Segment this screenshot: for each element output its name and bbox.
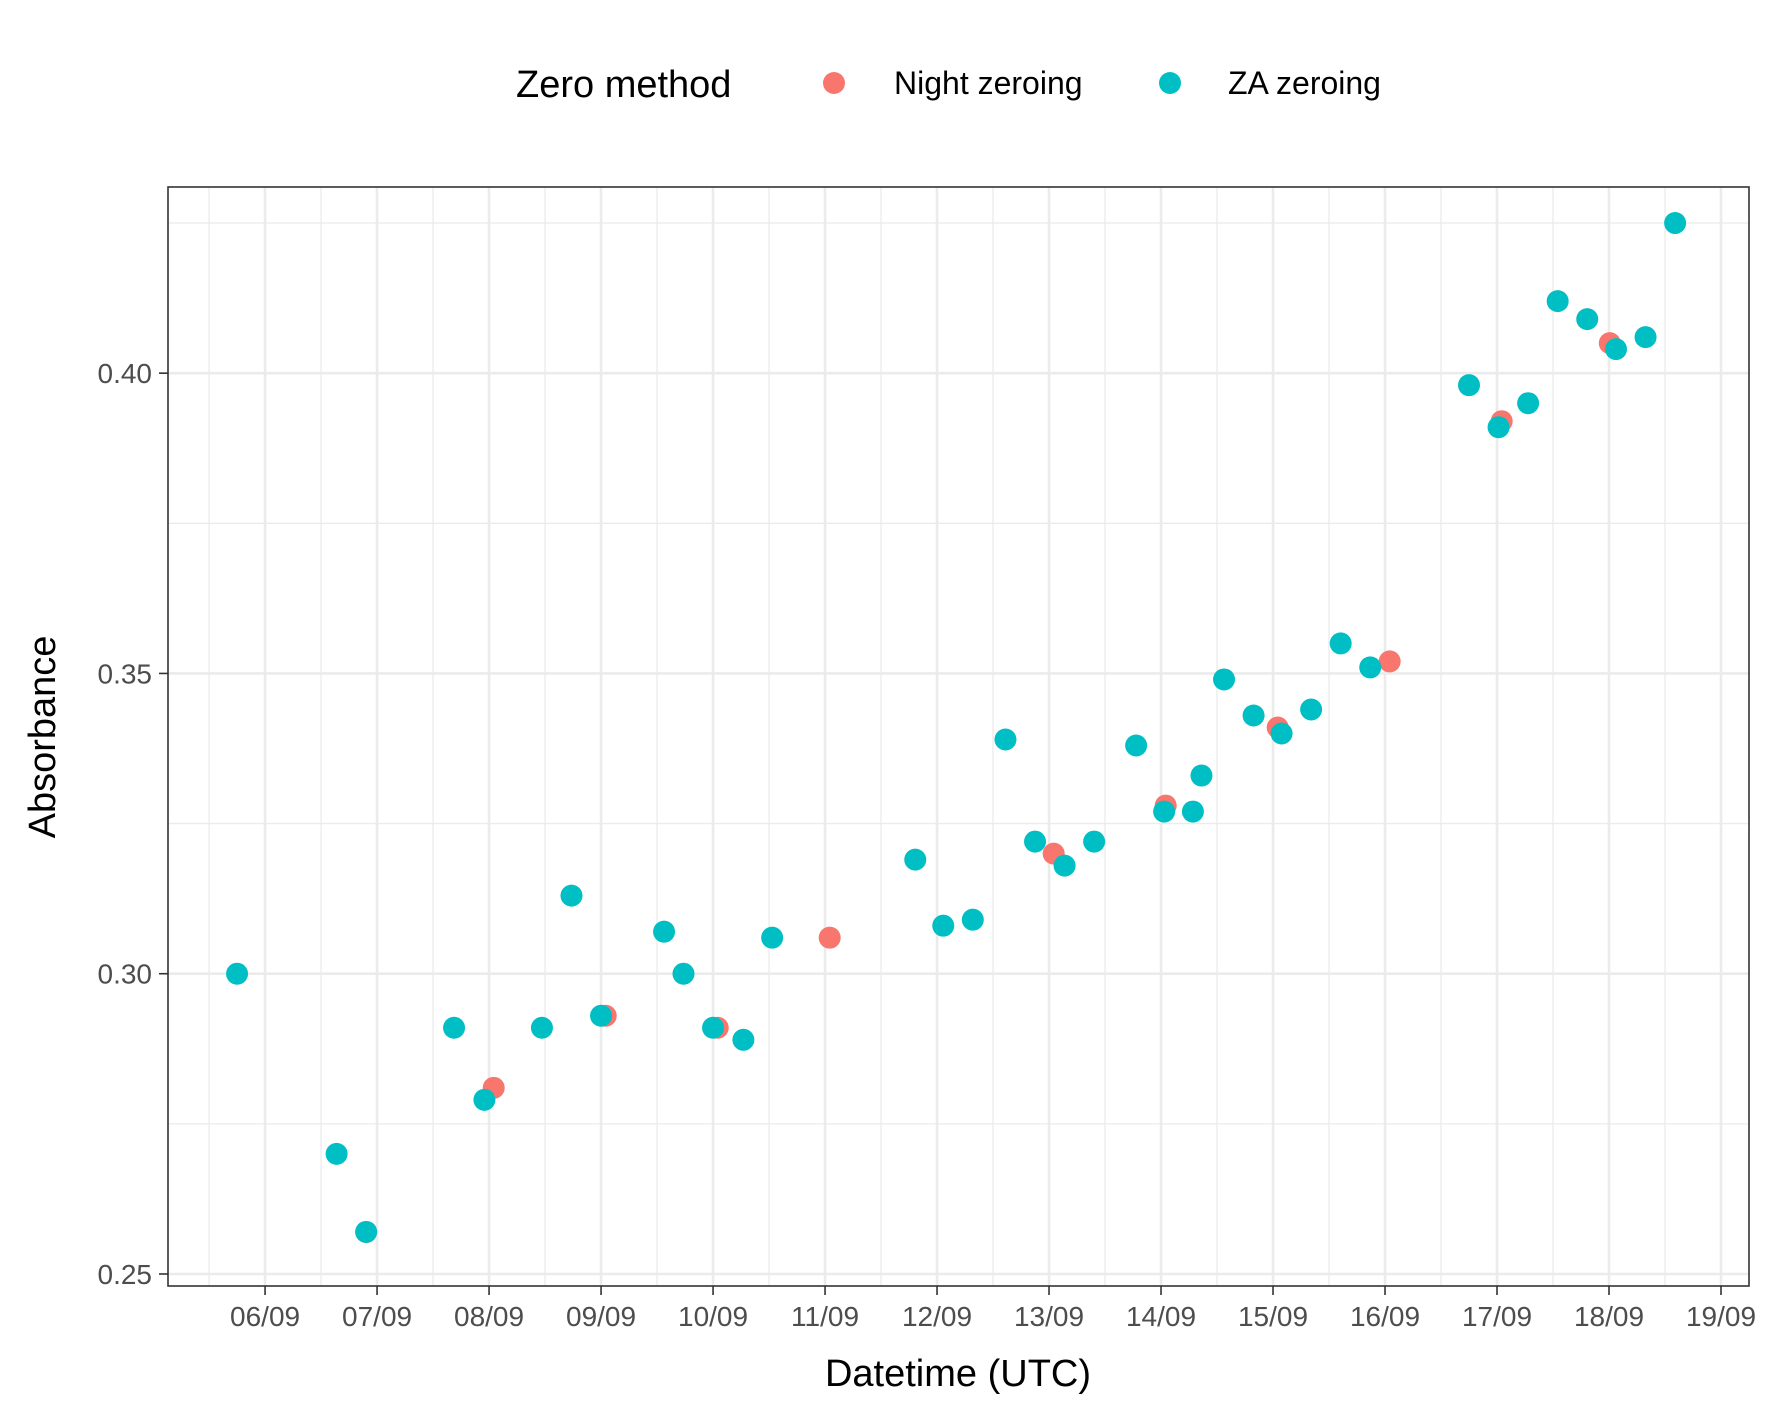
za-zeroing-point	[1125, 734, 1148, 757]
x-tick-label: 09/09	[566, 1301, 636, 1332]
za-zeroing-point	[1576, 308, 1599, 331]
za-zeroing-point	[1517, 392, 1540, 415]
za-zeroing-point	[1190, 764, 1213, 787]
za-zeroing-point	[904, 848, 927, 871]
x-tick-label: 14/09	[1126, 1301, 1196, 1332]
za-zeroing-point	[1546, 290, 1569, 313]
y-tick-label: 0.40	[98, 358, 153, 389]
x-tick-label: 19/09	[1686, 1301, 1756, 1332]
za-zeroing-points	[226, 212, 1687, 1243]
za-zeroing-point	[1053, 854, 1076, 877]
plot-panel-border	[167, 186, 1750, 1287]
za-zeroing-point	[560, 884, 583, 907]
za-zeroing-point	[672, 962, 695, 985]
x-tick-label: 06/09	[230, 1301, 300, 1332]
za-zeroing-point	[1083, 830, 1106, 853]
za-zeroing-point	[932, 914, 955, 937]
x-tick-label: 15/09	[1238, 1301, 1308, 1332]
za-zeroing-point	[1270, 722, 1293, 745]
y-tick-label: 0.30	[98, 959, 153, 990]
y-tick-label: 0.25	[98, 1259, 153, 1290]
minor-gridlines	[168, 187, 1749, 1286]
za-zeroing-point	[1181, 800, 1204, 823]
za-zeroing-point	[1634, 326, 1657, 349]
za-zeroing-point	[761, 926, 784, 949]
za-zeroing-point	[994, 728, 1017, 751]
x-tick-label: 11/09	[791, 1301, 859, 1332]
x-tick-label: 10/09	[678, 1301, 748, 1332]
za-zeroing-point	[226, 962, 249, 985]
y-tick-label: 0.35	[98, 658, 153, 689]
za-zeroing-point	[961, 908, 984, 931]
x-tick-label: 07/09	[342, 1301, 412, 1332]
za-zeroing-point	[530, 1016, 553, 1039]
za-zeroing-point	[1153, 800, 1176, 823]
x-tick-label: 16/09	[1350, 1301, 1420, 1332]
za-zeroing-point	[473, 1088, 496, 1111]
za-zeroing-point	[702, 1016, 725, 1039]
za-zeroing-point	[1242, 704, 1265, 727]
x-tick-label: 13/09	[1014, 1301, 1084, 1332]
legend-key-night-zeroing	[823, 72, 845, 94]
x-tick-label: 18/09	[1574, 1301, 1644, 1332]
x-tick-label: 12/09	[902, 1301, 972, 1332]
legend-label-night-zeroing: Night zeroing	[894, 65, 1083, 101]
x-tick-label: 17/09	[1462, 1301, 1532, 1332]
legend: Zero method Night zeroing ZA zeroing	[516, 64, 1381, 106]
za-zeroing-point	[1664, 212, 1687, 235]
legend-key-za-zeroing	[1159, 72, 1181, 94]
za-zeroing-point	[325, 1142, 348, 1165]
legend-label-za-zeroing: ZA zeroing	[1228, 65, 1381, 101]
za-zeroing-point	[1329, 632, 1352, 655]
za-zeroing-point	[653, 920, 676, 943]
x-axis-ticks: 06/09 07/09 08/09 09/09 10/09 11/09 12/09 13/09…	[230, 1286, 1756, 1332]
za-zeroing-point	[443, 1016, 466, 1039]
za-zeroing-point	[1487, 416, 1510, 439]
night-zeroing-point	[1378, 650, 1401, 673]
y-axis-title: Absorbance	[22, 636, 64, 839]
night-zeroing-point	[818, 926, 841, 949]
za-zeroing-point	[1359, 656, 1382, 679]
za-zeroing-point	[590, 1004, 613, 1027]
za-zeroing-point	[1605, 338, 1628, 361]
za-zeroing-point	[1024, 830, 1047, 853]
za-zeroing-point	[1213, 668, 1236, 691]
za-zeroing-point	[1300, 698, 1323, 721]
za-zeroing-point	[1458, 374, 1481, 397]
legend-title: Zero method	[516, 64, 731, 106]
x-axis-title: Datetime (UTC)	[825, 1353, 1091, 1395]
za-zeroing-point	[732, 1028, 755, 1051]
x-tick-label: 08/09	[454, 1301, 524, 1332]
y-axis-ticks: 0.25 0.30 0.35 0.40	[98, 358, 168, 1290]
za-zeroing-point	[355, 1220, 378, 1243]
